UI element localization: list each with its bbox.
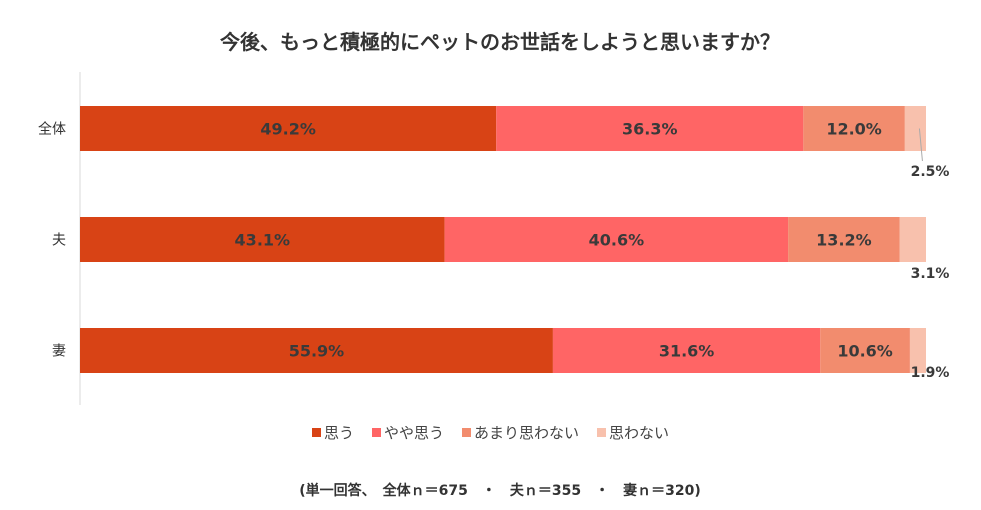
data-label: 43.1%: [235, 231, 291, 250]
legend-label: やや思う: [383, 424, 444, 442]
legend-swatch: [371, 428, 381, 437]
bar-segment: [899, 217, 926, 262]
data-label: 2.5%: [911, 164, 950, 180]
data-label: 3.1%: [911, 266, 950, 282]
data-label: 40.6%: [589, 231, 645, 250]
chart-plot: 全体 49.2% 36.3% 12.0% 2.5% 夫 43.1% 40.6% 13.2% 3.1…: [38, 72, 950, 405]
category-label: 夫: [52, 233, 66, 249]
chart-title: 今後、もっと積極的にペットのお世話をしようと思いますか？: [220, 30, 780, 54]
legend: 思う やや思う あまり思わない 思わない: [0, 422, 981, 443]
bar-segment: [552, 328, 821, 373]
data-label: 13.2%: [816, 231, 872, 250]
data-label: 36.3%: [622, 120, 678, 139]
bar-segment: [496, 106, 804, 151]
data-label: 10.6%: [837, 342, 893, 361]
category-label: 全体: [38, 121, 66, 138]
legend-label: あまり思わない: [474, 424, 580, 442]
bar-segment: [80, 217, 445, 262]
bar-segment: [904, 106, 926, 151]
bar-segment: [803, 106, 905, 151]
bar-segment: [909, 328, 926, 373]
bar-segment: [80, 106, 497, 151]
data-label: 12.0%: [826, 120, 882, 139]
category-label: 妻: [52, 344, 66, 360]
bar-segment: [820, 328, 910, 373]
legend-item: 思う: [311, 422, 354, 443]
bar-segment: [444, 217, 789, 262]
leader-line: [918, 128, 923, 162]
legend-swatch: [597, 428, 607, 437]
legend-item: あまり思わない: [462, 422, 579, 443]
legend-label: 思わない: [609, 424, 670, 442]
bar-segment: [80, 328, 553, 373]
sample-note: (単一回答、 全体ｎ＝675 ・ 夫ｎ＝355 ・ 妻ｎ＝320): [299, 483, 701, 499]
data-label: 55.9%: [289, 342, 345, 361]
data-label: 1.9%: [911, 365, 950, 381]
data-label: 49.2%: [260, 120, 316, 139]
legend-label: 思う: [323, 424, 354, 442]
legend-item: 思わない: [597, 422, 669, 443]
data-label: 31.6%: [659, 342, 715, 361]
legend-swatch: [311, 428, 321, 437]
legend-item: やや思う: [371, 422, 444, 443]
legend-swatch: [462, 428, 471, 437]
bar-segment: [788, 217, 900, 262]
